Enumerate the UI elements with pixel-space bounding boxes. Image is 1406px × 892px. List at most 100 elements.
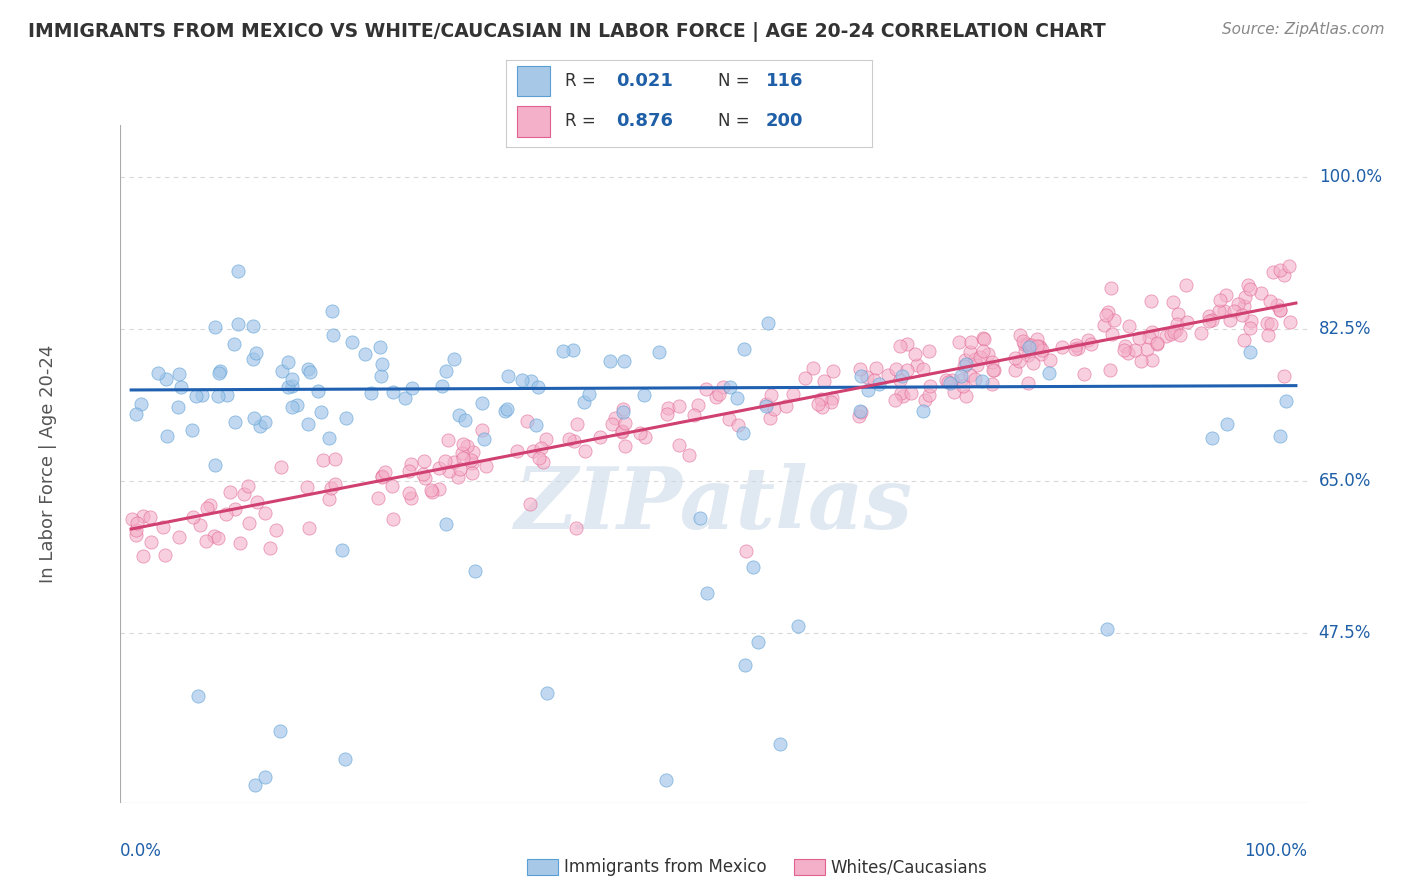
Point [849, 404, 872, 418]
Point [868, 376, 890, 391]
Point [904, 347, 927, 361]
Point [655, 407, 678, 421]
Point [259, 541, 281, 555]
Point [565, 417, 588, 432]
Point [1268, 303, 1291, 318]
Point [1123, 343, 1146, 358]
Point [131, 549, 153, 563]
Point [600, 417, 623, 432]
Point [970, 375, 993, 389]
Point [891, 389, 914, 403]
Point [612, 401, 634, 416]
Point [307, 384, 329, 399]
Point [1272, 368, 1295, 383]
Point [524, 418, 547, 433]
Point [810, 392, 832, 406]
Point [224, 337, 246, 351]
Point [793, 371, 815, 385]
Point [589, 429, 612, 443]
Point [963, 372, 986, 386]
Point [195, 534, 218, 549]
Point [243, 778, 266, 792]
Point [1028, 340, 1050, 354]
Point [198, 498, 221, 512]
Point [1018, 340, 1040, 354]
Point [297, 417, 319, 431]
Point [1146, 337, 1168, 351]
Point [914, 392, 936, 407]
Point [398, 486, 420, 500]
Text: Immigrants from Mexico: Immigrants from Mexico [564, 858, 766, 876]
Point [1010, 327, 1032, 342]
Point [610, 425, 633, 439]
Text: N =: N = [718, 112, 755, 130]
Point [129, 396, 152, 410]
Point [821, 391, 844, 405]
Point [851, 405, 873, 419]
Point [360, 386, 382, 401]
Point [181, 510, 204, 524]
Point [536, 686, 558, 700]
Point [443, 455, 465, 469]
Text: 100.0%: 100.0% [1244, 842, 1308, 860]
Point [889, 373, 911, 387]
Point [613, 353, 636, 368]
Point [965, 351, 987, 366]
Point [443, 352, 465, 367]
Point [610, 425, 633, 439]
Point [1017, 376, 1039, 390]
Point [1092, 318, 1115, 332]
Point [371, 469, 394, 483]
Point [453, 436, 475, 450]
Point [1216, 417, 1239, 431]
Point [668, 438, 690, 452]
Point [510, 373, 533, 387]
Point [711, 380, 734, 394]
Point [1154, 328, 1177, 343]
Point [562, 434, 585, 449]
Point [1066, 338, 1088, 352]
Point [434, 364, 457, 378]
Point [472, 432, 495, 446]
Point [1237, 277, 1260, 292]
Point [519, 497, 541, 511]
Point [1029, 347, 1052, 361]
Point [167, 530, 190, 544]
Point [889, 339, 911, 353]
Point [657, 401, 679, 415]
Point [905, 358, 928, 372]
Point [156, 429, 179, 443]
Point [281, 372, 304, 386]
Text: 0.876: 0.876 [616, 112, 673, 130]
Point [1004, 362, 1026, 376]
Point [884, 392, 907, 407]
Text: R =: R = [565, 112, 600, 130]
Text: R =: R = [565, 71, 600, 90]
Point [1067, 341, 1090, 355]
Point [270, 459, 292, 474]
Point [977, 347, 1000, 361]
Point [1260, 317, 1282, 331]
Point [323, 451, 346, 466]
Point [536, 432, 558, 446]
Point [775, 399, 797, 413]
Point [330, 543, 353, 558]
Point [972, 331, 994, 345]
Point [285, 398, 308, 412]
Point [920, 379, 942, 393]
Point [1239, 321, 1261, 335]
Text: 116: 116 [766, 71, 803, 90]
Point [1039, 352, 1062, 367]
Point [449, 462, 471, 476]
Point [253, 770, 276, 784]
Point [463, 445, 485, 459]
Point [1198, 314, 1220, 328]
Point [941, 373, 963, 387]
Point [707, 386, 730, 401]
Point [1164, 323, 1187, 337]
Point [125, 527, 148, 541]
Point [1137, 329, 1160, 343]
Point [419, 483, 441, 497]
Point [1208, 303, 1230, 318]
Point [1166, 317, 1188, 331]
